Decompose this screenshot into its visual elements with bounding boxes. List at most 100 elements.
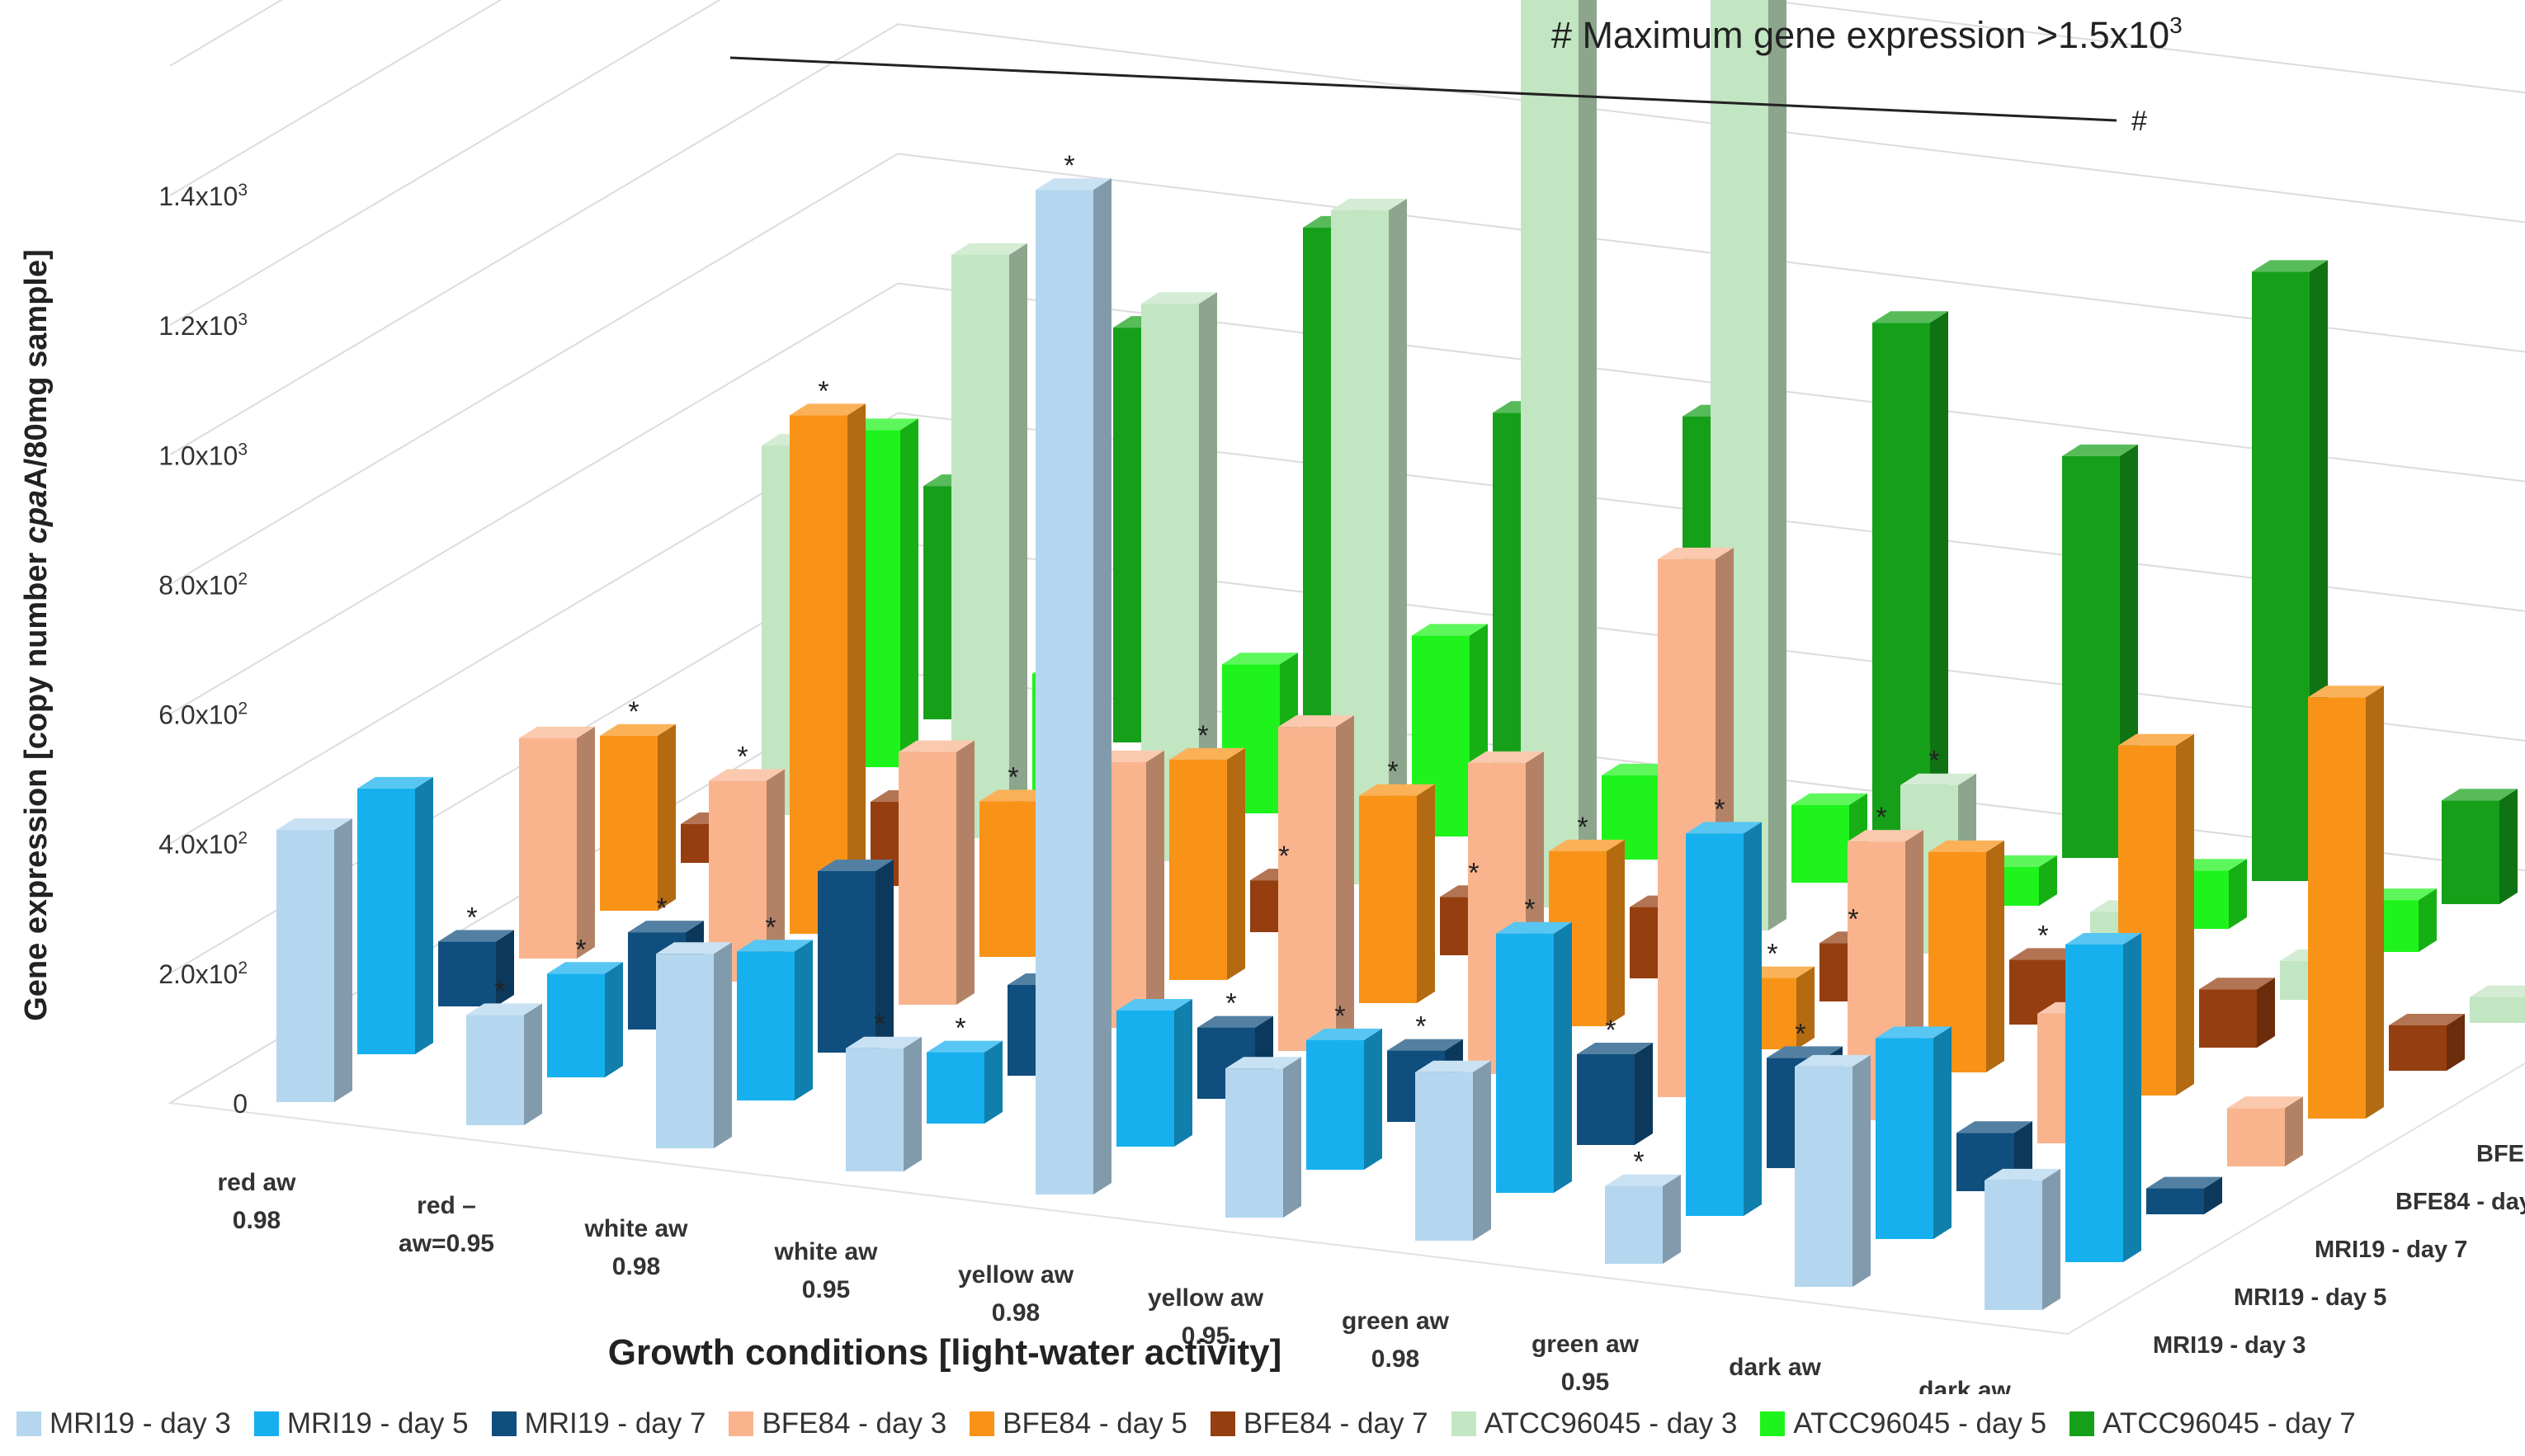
significance-marker: * (1524, 894, 1535, 926)
bar-side (900, 418, 918, 767)
legend-swatch (491, 1411, 517, 1436)
bar-side (1417, 784, 1435, 1003)
bar-top (628, 921, 704, 933)
significance-marker: * (1334, 1001, 1345, 1032)
legend-swatch (17, 1411, 41, 1436)
significance-marker: * (466, 902, 477, 933)
bar-top (1278, 715, 1354, 728)
bar-front (1359, 795, 1417, 1003)
bar-mri19-day-7-10 (2146, 1176, 2222, 1214)
legend-item: BFE84 - day 5 (970, 1407, 1187, 1440)
bar-top (2227, 1096, 2303, 1109)
bar-top (1222, 653, 1298, 665)
bar-front (1036, 190, 1093, 1195)
significance-marker: * (1767, 939, 1777, 970)
x-tick-label: green aw (1342, 1308, 1450, 1335)
bar-bfe84-day-5-10 (2308, 686, 2384, 1119)
bar-mri19-day-3-2 (466, 1003, 542, 1125)
y-tick-label: 6.0x102 (158, 700, 248, 730)
bar-top (2252, 260, 2328, 272)
bar-bfe84-day-7-9 (2199, 978, 2275, 1048)
x-tick-label: white aw (583, 1215, 688, 1242)
legend-item: BFE84 - day 3 (729, 1407, 946, 1440)
bar-bfe84-day-5-9 (2118, 733, 2194, 1096)
bar-side (767, 769, 785, 982)
bar-front (276, 830, 334, 1102)
bar-mri19-day-3-1 (276, 818, 352, 1102)
gridline (169, 282, 2525, 715)
bar-front (1496, 933, 1554, 1193)
bar-mri19-day-7-3 (818, 860, 894, 1053)
significance-marker: * (765, 912, 776, 943)
bar-front (2442, 800, 2499, 904)
bar-front (1605, 1185, 1663, 1264)
bar-top (927, 1040, 1003, 1053)
bar-front (1876, 1038, 1933, 1239)
bars (276, 0, 2525, 1310)
bar-top (2470, 985, 2525, 997)
bar-top (357, 776, 433, 789)
bar-front (1795, 1066, 1852, 1287)
bar-mri19-day-3-5 (1036, 178, 1111, 1195)
bar-front (2199, 989, 2257, 1048)
bar-side (1093, 178, 1111, 1195)
bar-top (547, 962, 623, 974)
bar-bfe84-day-5-1 (600, 723, 676, 911)
bar-side (795, 940, 813, 1100)
significance-marker: * (628, 696, 639, 728)
bar-bfe84-day-7-10 (2389, 1014, 2465, 1071)
significance-marker: * (1633, 1147, 1644, 1178)
bar-mri19-day-7-7 (1577, 1043, 1653, 1145)
y-tick-label: 4.0x102 (158, 829, 248, 860)
bar-front (2146, 1188, 2204, 1214)
bar-side (1227, 747, 1245, 980)
bar-top (2065, 933, 2141, 945)
y-tick-label: 1.4x103 (158, 181, 248, 211)
bar-top (2308, 686, 2384, 698)
bar-front (357, 788, 415, 1054)
significance-marker: * (1415, 1011, 1426, 1043)
depth-series-label: MRI19 - day 7 (2315, 1237, 2467, 1263)
maximum-line (729, 56, 2117, 122)
significance-marker: * (874, 1009, 885, 1040)
bar-front (846, 1048, 904, 1171)
bar-side (2176, 733, 2194, 1096)
depth-series-label: BFE84 - day 3 (2395, 1189, 2525, 1215)
bar-front (2308, 697, 2366, 1119)
bar-side (1607, 839, 1625, 1026)
bar-top (1928, 840, 2004, 852)
significance-marker: * (1605, 1015, 1616, 1046)
significance-marker: * (1876, 802, 1886, 833)
gridline (169, 23, 2525, 456)
significance-marker: * (1064, 150, 1074, 181)
bar-side (1930, 311, 1948, 835)
bar-top (1900, 773, 1976, 785)
bar-side (1744, 822, 1762, 1216)
legend-swatch (729, 1411, 754, 1436)
bar-side (1364, 1028, 1382, 1170)
bar-side (2499, 789, 2518, 904)
legend-swatch (253, 1411, 279, 1436)
bar-top (2199, 978, 2275, 990)
bar-mri19-day-7-1 (438, 930, 514, 1006)
bar-front (600, 735, 658, 911)
bar-top (1985, 1168, 2060, 1180)
chart-canvas: * * * * * * * * * * * * * * * * * * * * * * * * * * * * * * 0 2.0x102 4… (19, 0, 2525, 1442)
bar-front (2065, 945, 2123, 1262)
bar-side (496, 930, 514, 1006)
bar-top (1331, 198, 1407, 210)
legend-label: MRI19 - day 5 (286, 1407, 469, 1440)
bar-bfe84-day-5-5 (1359, 784, 1435, 1003)
x-tick-label: red – (417, 1192, 476, 1219)
bar-top (276, 818, 352, 830)
bar-atcc96045-day-7-6 (1872, 311, 1948, 835)
bar-atcc96045-day-7-7 (2062, 444, 2138, 858)
y-tick-label: 2.0x102 (158, 959, 248, 989)
bar-side (714, 942, 732, 1148)
bar-side (1554, 921, 1572, 1193)
bar-top (1387, 1039, 1463, 1051)
bar-mri19-day-3-4 (846, 1036, 922, 1171)
bar-top (1605, 1174, 1681, 1186)
bar-top (818, 860, 894, 871)
legend-label: BFE84 - day 5 (1003, 1407, 1187, 1440)
